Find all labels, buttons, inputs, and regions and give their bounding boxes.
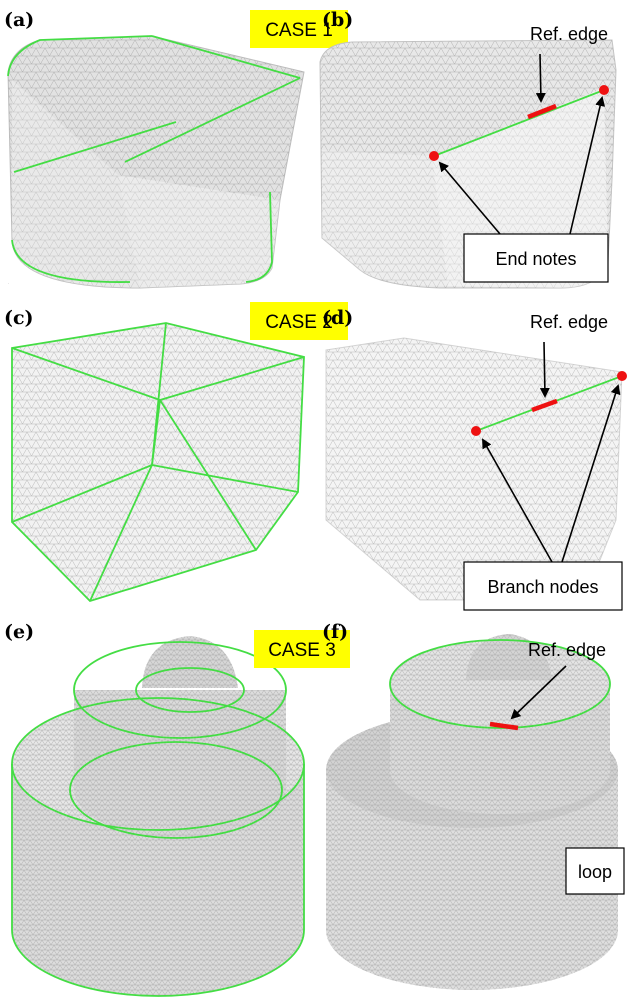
branch-node — [471, 426, 481, 436]
callout-box — [565, 847, 625, 895]
ref-edge-label-f: Ref. edge — [528, 640, 606, 660]
callout-box — [463, 561, 623, 611]
arrow — [438, 161, 501, 235]
case-2-badge — [250, 302, 348, 340]
case-1-badge — [250, 10, 348, 48]
case-1-label: CASE 1 — [265, 20, 333, 41]
case-3-badge — [254, 630, 350, 668]
panel-label-c: (c) — [4, 307, 34, 329]
end-node — [599, 85, 609, 95]
svg-text:.: . — [8, 280, 9, 285]
branch-nodes-label: Branch nodes — [487, 577, 598, 597]
end-node — [429, 151, 439, 161]
ref-edge-label-d: Ref. edge — [530, 312, 608, 332]
arrow — [569, 96, 606, 235]
arrow — [539, 341, 550, 398]
end-notes-label: End notes — [495, 249, 576, 269]
case-2-label: CASE 2 — [265, 312, 333, 333]
branch-node — [617, 371, 627, 381]
panel-label-d: (d) — [322, 307, 353, 329]
arrow — [482, 438, 553, 563]
feature-edge-loop — [389, 639, 611, 729]
panel-b: (b) Ref. edge End notes — [319, 9, 617, 289]
ref-edge — [531, 398, 558, 413]
arrow — [535, 53, 546, 103]
panel-d: (d) Ref. edge Branch nodes — [322, 307, 627, 611]
loop-label: loop — [578, 862, 612, 882]
ref-edge-label-b: Ref. edge — [530, 24, 608, 44]
callout-box — [463, 233, 609, 283]
panel-label-e: (e) — [4, 621, 34, 643]
panel-label-a: (a) — [4, 9, 34, 31]
case-3-label: CASE 3 — [268, 640, 336, 661]
ref-edge — [527, 103, 557, 120]
feature-edge — [433, 89, 605, 157]
panel-c: (c) CASE 2 — [4, 302, 348, 603]
ref-edge — [489, 721, 519, 731]
panel-f: (f) Ref. edge loop — [322, 621, 625, 990]
panel-e: (e) CASE 3 — [4, 621, 350, 997]
arrow — [510, 665, 567, 720]
feature-edges — [7, 35, 301, 283]
arrow — [561, 384, 621, 563]
feature-edges — [11, 322, 305, 603]
panel-a: (a) CASE 1 . — [4, 9, 348, 289]
panel-label-f: (f) — [322, 621, 348, 643]
feature-edges — [11, 641, 305, 997]
panel-label-b: (b) — [322, 9, 353, 31]
